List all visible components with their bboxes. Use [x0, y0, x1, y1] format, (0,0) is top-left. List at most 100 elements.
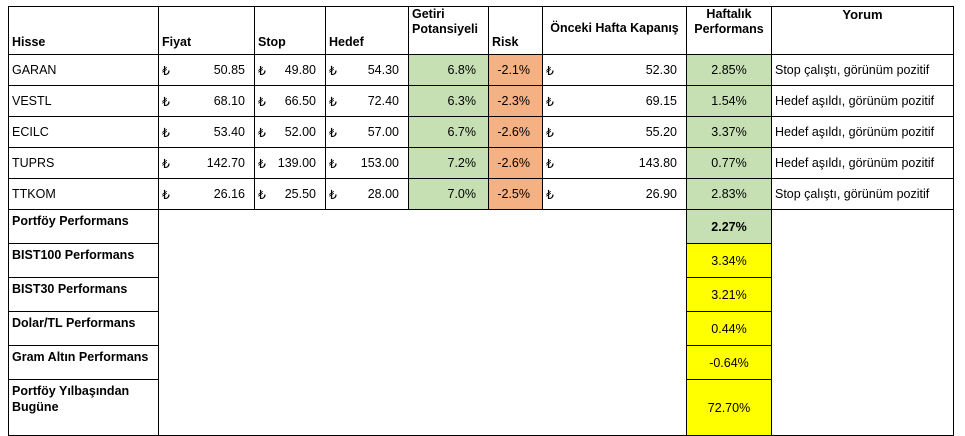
amount: 25.50: [284, 187, 316, 201]
price-cell: ₺ 52.00: [254, 116, 326, 148]
amount: 57.00: [367, 125, 399, 139]
percent-cell: 1.54%: [686, 85, 772, 117]
comment: Hedef aşıldı, görünüm pozitif: [771, 147, 954, 179]
price-cell: ₺ 66.50: [254, 85, 326, 117]
comment: Stop çalıştı, görünüm pozitif: [771, 54, 954, 86]
stock-row: ECILC ₺ 53.40 ₺ 52.00 ₺ 57.00 6.7% -2.6% ₺ 55.20 3.…: [8, 116, 954, 148]
price-cell: ₺ 68.10: [158, 85, 255, 117]
summary-label: BIST100 Performans: [8, 243, 159, 278]
currency-symbol: ₺: [162, 157, 170, 171]
comment: Stop çalıştı, görünüm pozitif: [771, 178, 954, 210]
comment: Hedef aşıldı, görünüm pozitif: [771, 116, 954, 148]
amount: 69.15: [645, 94, 677, 108]
column-header: Fiyat: [158, 6, 255, 55]
ticker: TTKOM: [8, 178, 159, 210]
price-cell: ₺ 50.85: [158, 54, 255, 86]
summary-row: BIST100 Performans 3.34%: [8, 243, 954, 278]
percent-cell: -2.3%: [488, 85, 543, 117]
percent-cell: 0.77%: [686, 147, 772, 179]
price-cell: ₺ 28.00: [325, 178, 409, 210]
blank-area: [771, 209, 954, 436]
summary-row: Dolar/TL Performans 0.44%: [8, 311, 954, 346]
amount: 72.40: [367, 94, 399, 108]
amount: 53.40: [213, 125, 245, 139]
summary-label: BIST30 Performans: [8, 277, 159, 312]
currency-symbol: ₺: [258, 126, 266, 140]
percent-cell: 6.7%: [408, 116, 489, 148]
currency-symbol: ₺: [546, 64, 554, 78]
column-header: Hedef: [325, 6, 409, 55]
percent-cell: -2.5%: [488, 178, 543, 210]
summary-row: BIST30 Performans 3.21%: [8, 277, 954, 312]
percent-cell: 2.83%: [686, 178, 772, 210]
summary-value: 3.21%: [686, 277, 772, 312]
amount: 52.30: [645, 63, 677, 77]
percent-cell: 6.8%: [408, 54, 489, 86]
amount: 26.90: [645, 187, 677, 201]
summary-label: Gram Altın Performans: [8, 345, 159, 380]
amount: 52.00: [284, 125, 316, 139]
amount: 139.00: [277, 156, 316, 170]
price-cell: ₺ 69.15: [542, 85, 687, 117]
summary-value: 72.70%: [686, 379, 772, 436]
currency-symbol: ₺: [258, 188, 266, 202]
price-cell: ₺ 142.70: [158, 147, 255, 179]
column-header: Hisse: [8, 6, 159, 55]
amount: 28.00: [367, 187, 399, 201]
ticker: VESTL: [8, 85, 159, 117]
ticker: TUPRS: [8, 147, 159, 179]
currency-symbol: ₺: [162, 95, 170, 109]
currency-symbol: ₺: [546, 95, 554, 109]
percent-cell: 7.2%: [408, 147, 489, 179]
summary-row: Portföy Yılbaşından Bugüne 72.70%: [8, 379, 954, 436]
currency-symbol: ₺: [329, 95, 337, 109]
summary-row: Gram Altın Performans -0.64%: [8, 345, 954, 380]
amount: 50.85: [213, 63, 245, 77]
blank-area: [158, 209, 687, 436]
percent-cell: 3.37%: [686, 116, 772, 148]
price-cell: ₺ 54.30: [325, 54, 409, 86]
summary-value: 0.44%: [686, 311, 772, 346]
currency-symbol: ₺: [162, 126, 170, 140]
price-cell: ₺ 49.80: [254, 54, 326, 86]
amount: 54.30: [367, 63, 399, 77]
amount: 68.10: [213, 94, 245, 108]
currency-symbol: ₺: [329, 64, 337, 78]
currency-symbol: ₺: [546, 157, 554, 171]
header-row: Hisse Fiyat Stop Hedef Getiri Potansiyeli Ris…: [8, 6, 954, 55]
currency-symbol: ₺: [162, 64, 170, 78]
amount: 66.50: [284, 94, 316, 108]
amount: 142.70: [206, 156, 245, 170]
amount: 143.80: [638, 156, 677, 170]
performance-table: Hisse Fiyat Stop Hedef Getiri Potansiyeli Ris…: [8, 6, 954, 436]
currency-symbol: ₺: [329, 188, 337, 202]
ticker: ECILC: [8, 116, 159, 148]
percent-cell: 6.3%: [408, 85, 489, 117]
column-header: Haftalık Performans: [686, 6, 772, 55]
summary-label: Portföy Performans: [8, 209, 159, 244]
column-header: Yorum: [771, 6, 954, 55]
amount: 49.80: [284, 63, 316, 77]
summary-value: -0.64%: [686, 345, 772, 380]
stock-row: GARAN ₺ 50.85 ₺ 49.80 ₺ 54.30 6.8% -2.1% ₺ 52.30 2.…: [8, 54, 954, 86]
currency-symbol: ₺: [258, 64, 266, 78]
price-cell: ₺ 57.00: [325, 116, 409, 148]
currency-symbol: ₺: [258, 95, 266, 109]
price-cell: ₺ 53.40: [158, 116, 255, 148]
stock-row: VESTL ₺ 68.10 ₺ 66.50 ₺ 72.40 6.3% -2.3% ₺ 69.15 1.…: [8, 85, 954, 117]
summary-row: Portföy Performans 2.27%: [8, 209, 954, 436]
stock-row: TTKOM ₺ 26.16 ₺ 25.50 ₺ 28.00 7.0% -2.5% ₺ 26.90 2.…: [8, 178, 954, 210]
amount: 153.00: [360, 156, 399, 170]
summary-value: 2.27%: [686, 209, 772, 244]
price-cell: ₺ 139.00: [254, 147, 326, 179]
price-cell: ₺ 26.90: [542, 178, 687, 210]
currency-symbol: ₺: [329, 157, 337, 171]
currency-symbol: ₺: [258, 157, 266, 171]
currency-symbol: ₺: [546, 126, 554, 140]
currency-symbol: ₺: [162, 188, 170, 202]
summary-label: Portföy Yılbaşından Bugüne: [8, 379, 159, 436]
stock-row: TUPRS ₺ 142.70 ₺ 139.00 ₺ 153.00 7.2% -2.6% ₺ 143.…: [8, 147, 954, 179]
currency-symbol: ₺: [329, 126, 337, 140]
price-cell: ₺ 143.80: [542, 147, 687, 179]
